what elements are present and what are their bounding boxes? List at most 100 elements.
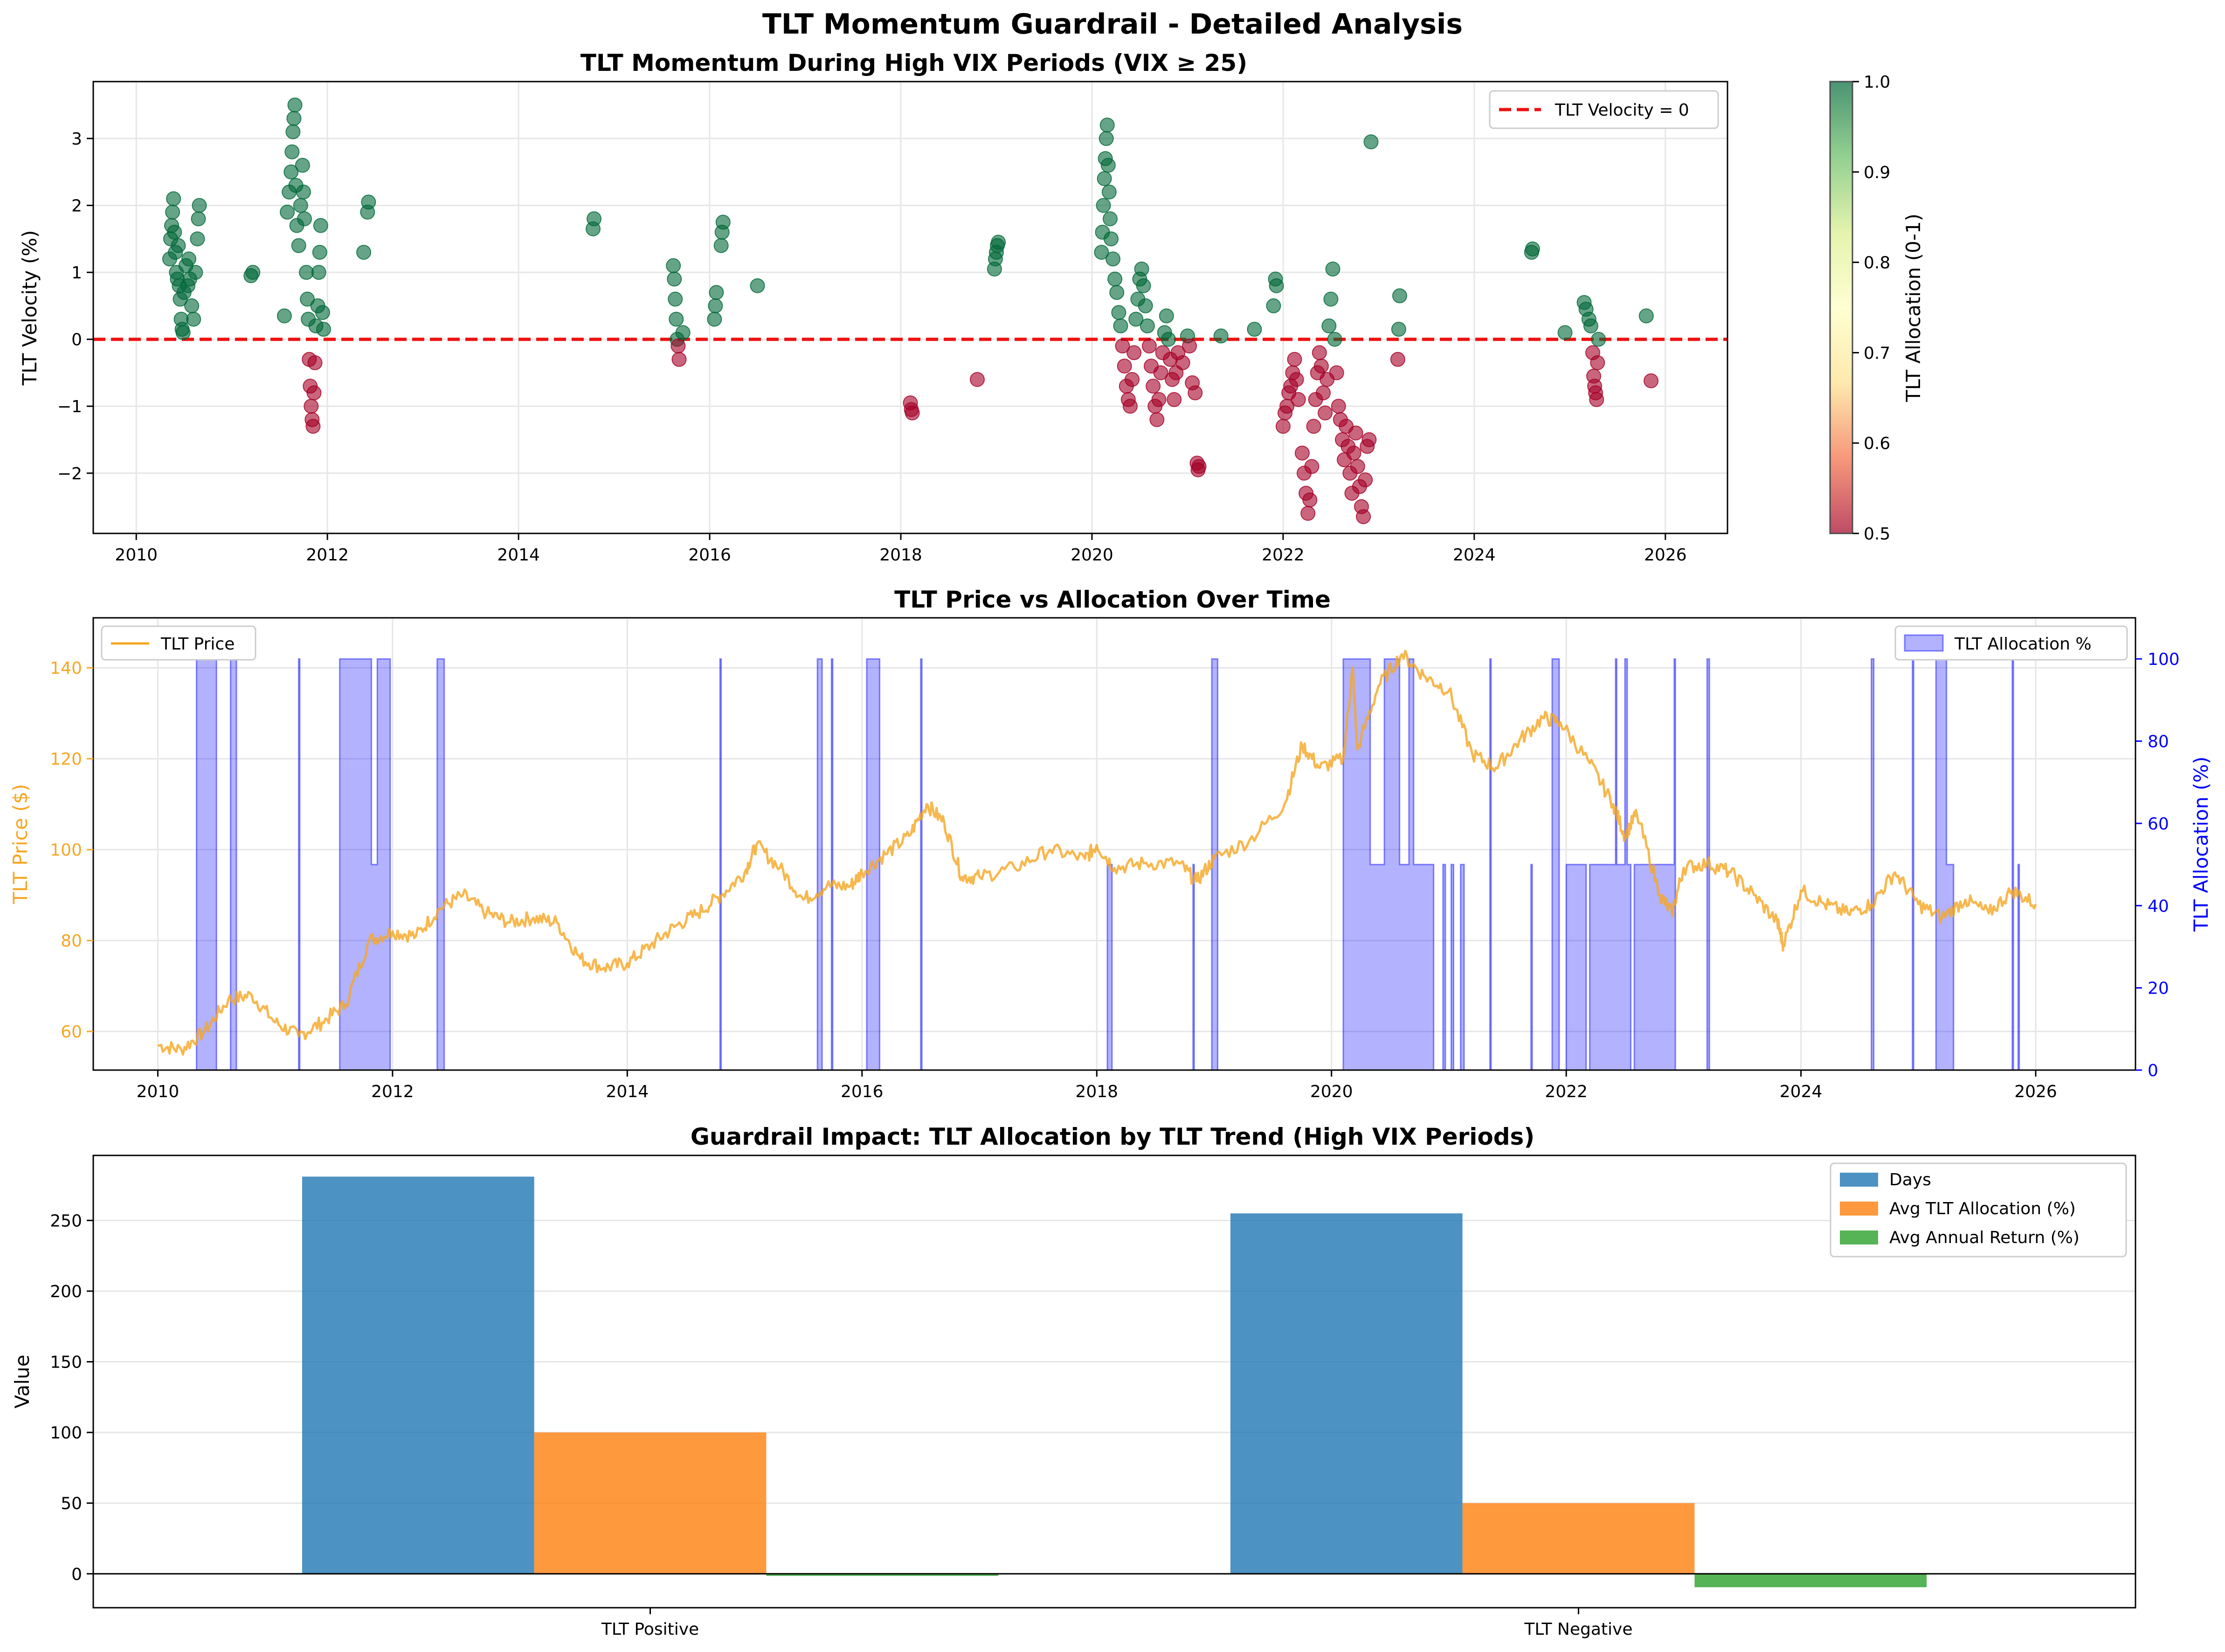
scatter-point (1312, 345, 1327, 360)
scatter-y-label: TLT Velocity (%) (18, 230, 41, 386)
figure-title: TLT Momentum Guardrail - Detailed Analys… (762, 8, 1463, 41)
allocation-y-ticks: 0 20 40 60 80 100 (2135, 650, 2180, 1080)
scatter-point (1161, 332, 1176, 347)
bar-y-tick-label: 50 (61, 1494, 82, 1514)
allocation-y-tick-label: 20 (2148, 979, 2169, 998)
price-grid (93, 618, 2135, 1070)
bar (534, 1432, 767, 1574)
price-frame (92, 617, 2136, 1071)
bar (766, 1574, 999, 1576)
scatter-point (287, 97, 303, 113)
scatter-point (1159, 308, 1174, 324)
scatter-point (1141, 339, 1157, 354)
allocation-y-tick-label: 80 (2148, 733, 2169, 752)
scatter-point (280, 204, 295, 220)
scatter-point (1638, 308, 1654, 324)
price-y-tick-label: 80 (61, 932, 82, 951)
price-legend-label: TLT Price (160, 635, 235, 654)
scatter-point (1590, 355, 1605, 370)
scatter-x-tick-label: 2014 (497, 546, 540, 565)
scatter-point (1153, 365, 1168, 380)
scatter-point (175, 325, 191, 340)
price-y-tick-label: 140 (50, 659, 82, 678)
price-x-tick-label: 2010 (137, 1082, 180, 1101)
scatter-point (708, 298, 723, 313)
scatter-point (1188, 385, 1203, 401)
scatter-point (675, 325, 691, 340)
scatter-point (1115, 339, 1130, 354)
price-title: TLT Price vs Allocation Over Time (894, 586, 1331, 613)
scatter-point (307, 355, 323, 370)
allocation-legend-swatch (1904, 634, 1944, 652)
scatter-point (291, 238, 306, 253)
scatter-frame (92, 81, 1728, 534)
scatter-point (276, 308, 292, 324)
scatter-point (671, 352, 687, 367)
bar (1694, 1574, 1927, 1588)
scatter-point (1346, 445, 1361, 461)
scatter-point (1126, 345, 1142, 360)
scatter-point (1117, 359, 1132, 374)
scatter-point (1350, 459, 1365, 474)
scatter-x-tick-label: 2012 (306, 546, 349, 565)
scatter-point (1113, 318, 1128, 333)
scatter-point (293, 198, 308, 213)
scatter-point (1313, 359, 1329, 374)
scatter-point (1266, 298, 1281, 313)
colorbar-tick-label: 0.6 (1864, 434, 1890, 453)
scatter-point (1294, 445, 1310, 461)
price-x-tick-label: 2020 (1310, 1082, 1353, 1101)
price-legend-box (101, 625, 256, 661)
scatter-point (181, 251, 196, 267)
scatter-y-tick-label: 3 (71, 130, 82, 149)
scatter-legend-label: TLT Velocity = 0 (1555, 101, 1689, 120)
scatter-point (316, 322, 331, 337)
colorbar-ticks: 0.5 0.6 0.7 0.8 0.9 1.0 (1852, 73, 1890, 544)
scatter-point (1167, 392, 1182, 407)
scatter-point (297, 211, 312, 227)
bar (1462, 1503, 1695, 1574)
scatter-point (1102, 211, 1118, 227)
scatter-point (1304, 459, 1320, 474)
scatter-point (1363, 134, 1379, 150)
bar-y-tick-label: 100 (50, 1424, 82, 1443)
bar-y-tick-label: 200 (50, 1282, 82, 1301)
price-x-tick-label: 2016 (841, 1082, 884, 1101)
scatter-point (184, 298, 200, 313)
scatter-point (188, 265, 203, 280)
scatter-point (300, 291, 315, 307)
bar (1230, 1213, 1463, 1574)
scatter-legend-box (1489, 90, 1719, 129)
scatter-point (1321, 318, 1337, 333)
bar-legend-swatch (1840, 1202, 1878, 1216)
scatter-point (1136, 278, 1151, 293)
scatter-point (1122, 399, 1138, 414)
price-line (157, 650, 2037, 1056)
bar-x-ticks: TLT Positive TLT Negative (601, 1608, 1633, 1639)
scatter-point (1390, 352, 1405, 367)
scatter-point (1106, 251, 1121, 267)
scatter-point (1247, 322, 1262, 337)
price-x-tick-label: 2024 (1780, 1082, 1823, 1101)
bar (302, 1176, 534, 1574)
scatter-point (165, 204, 180, 220)
scatter-point (1111, 305, 1126, 320)
scatter-point (1125, 372, 1140, 387)
scatter-point (1291, 392, 1306, 407)
scatter-y-ticks: −2 −1 0 1 2 3 (57, 130, 93, 484)
colorbar-tick-label: 0.7 (1864, 344, 1890, 363)
scatter-point (186, 311, 201, 327)
scatter-point (1100, 158, 1116, 173)
bar-y-label: Value (11, 1355, 34, 1408)
bar-legend-label: Avg Annual Return (%) (1889, 1228, 2080, 1247)
scatter-point (311, 265, 326, 280)
bar-legend-swatch (1840, 1230, 1878, 1244)
scatter-point (1134, 261, 1149, 276)
scatter-point (285, 124, 301, 139)
scatter-point (1318, 405, 1333, 421)
scatter-x-ticks: 2010 2012 2014 2016 2018 2020 2022 2024 2026 (115, 533, 1687, 565)
colorbar-label: TLT Allocation (0-1) (1902, 214, 1925, 402)
scatter-point (666, 258, 681, 273)
price-y-tick-label: 60 (61, 1023, 82, 1042)
